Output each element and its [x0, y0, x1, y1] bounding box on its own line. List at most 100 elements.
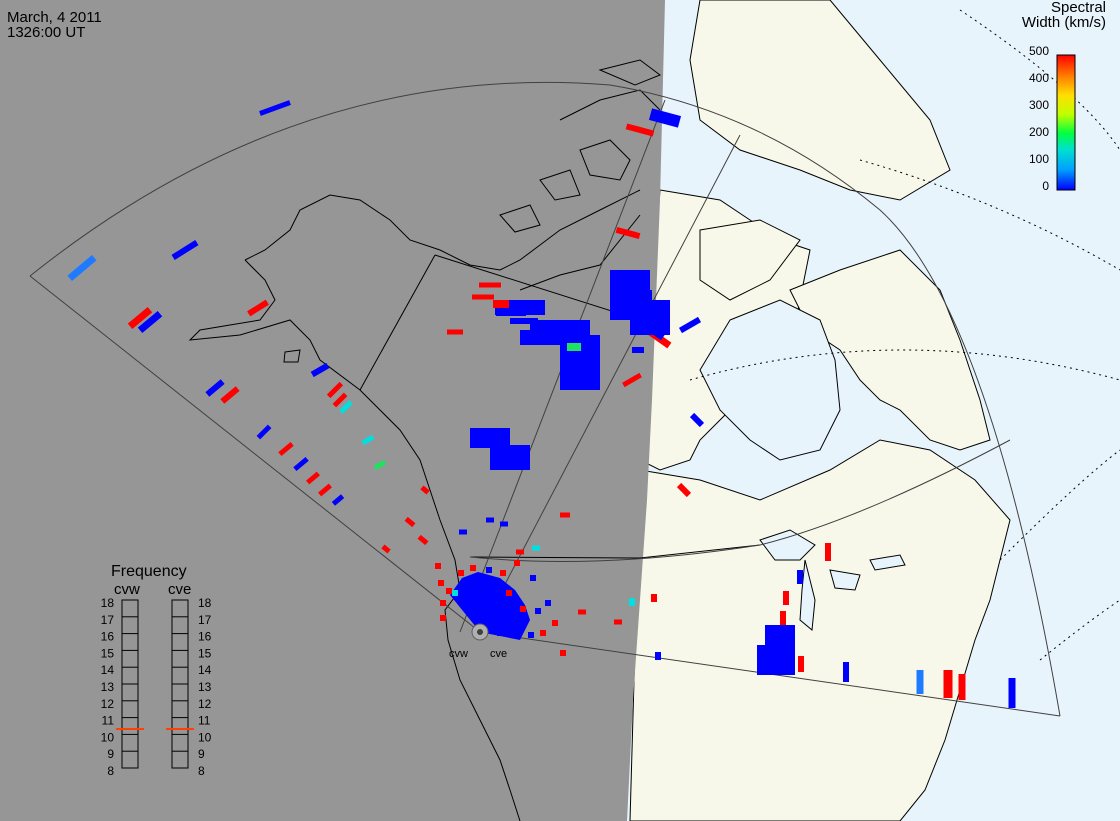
- echo-block: [493, 300, 509, 308]
- frequency-tick-right: 12: [198, 697, 212, 711]
- frequency-tick-left: 16: [101, 630, 115, 644]
- echo-gate: [478, 592, 484, 598]
- echo-segment: [459, 529, 467, 535]
- boundaries: [359, 254, 761, 559]
- day-land: [629, 0, 1011, 821]
- echo-segment: [381, 544, 391, 554]
- echo-segment: [326, 381, 344, 399]
- echo-segment: [825, 543, 831, 561]
- colorbar-gradient: [1056, 54, 1076, 191]
- radar-backscatter: [67, 100, 1016, 708]
- echo-gate: [520, 606, 526, 612]
- colorbar-title-line1: Spectral: [1050, 0, 1106, 16]
- echo-segment: [648, 108, 682, 128]
- echo-gate: [470, 565, 476, 571]
- site-label-cvw: cvw: [449, 648, 468, 660]
- echo-segment: [331, 494, 345, 506]
- hudson-bay: [699, 299, 841, 461]
- fov-outline: [29, 81, 1061, 717]
- echo-gate: [458, 570, 464, 576]
- echo-segment: [516, 549, 524, 555]
- site-label-cve: cve: [490, 648, 507, 660]
- colorbar-tick-label: 100: [1029, 152, 1049, 166]
- echo-gate: [540, 630, 546, 636]
- echo-segment: [310, 362, 330, 378]
- spectral-width-colorbar: 500 400 300 200 100 0: [1029, 44, 1076, 193]
- echo-segment: [625, 123, 655, 137]
- echo-segment: [306, 471, 320, 485]
- frequency-tick-right: 14: [198, 663, 212, 677]
- echo-gate: [506, 590, 512, 596]
- colorbar-title-line2: Width (km/s): [1021, 14, 1106, 31]
- frequency-tick-right: 8: [198, 764, 205, 778]
- frequency-tick-left: 12: [101, 697, 115, 711]
- echo-segment: [171, 240, 199, 260]
- frequency-tick-right: 15: [198, 646, 212, 660]
- echo-segment: [247, 299, 269, 317]
- echo-gate: [528, 632, 534, 638]
- echo-segment: [137, 310, 163, 334]
- echo-block: [520, 330, 535, 345]
- frequency-tick-right: 16: [198, 630, 212, 644]
- echo-segment: [798, 656, 804, 672]
- frequency-tick-right: 11: [198, 714, 211, 728]
- echo-segment: [278, 441, 294, 457]
- echo-segment: [615, 226, 641, 240]
- echo-gate: [435, 563, 441, 569]
- frequency-tick-left: 13: [101, 680, 115, 694]
- echo-segment: [629, 598, 635, 606]
- frequency-tick-right: 18: [198, 596, 212, 610]
- frequency-tick-left: 17: [101, 613, 115, 627]
- echo-segment: [256, 424, 272, 440]
- echo-segment: [676, 482, 692, 498]
- echo-segment: [958, 674, 966, 700]
- echo-block: [630, 290, 652, 300]
- echo-segment: [622, 372, 642, 388]
- echo-block: [765, 625, 795, 645]
- echo-gate: [446, 588, 452, 594]
- echo-block: [567, 343, 581, 351]
- frequency-tick-left: 11: [102, 714, 115, 728]
- echo-segment: [843, 662, 849, 682]
- colorbar-tick-label: 500: [1029, 44, 1049, 58]
- echo-segment: [479, 282, 501, 288]
- colorbar-tick-label: 300: [1029, 98, 1049, 112]
- echo-block: [560, 350, 600, 390]
- echo-segment: [67, 255, 97, 281]
- echo-block: [757, 645, 795, 675]
- time-label: 1326:00 UT: [7, 24, 86, 41]
- echo-segment: [783, 591, 789, 605]
- frequency-label-cve: cve: [168, 581, 191, 598]
- echo-gate: [545, 600, 551, 606]
- echo-segment: [361, 434, 375, 446]
- frequency-tick-left: 10: [101, 730, 115, 744]
- echo-segment: [420, 485, 430, 495]
- echo-segment: [578, 609, 586, 615]
- echo-segment: [293, 456, 309, 472]
- frequency-tick-right: 10: [198, 730, 212, 744]
- echo-segment: [560, 512, 570, 518]
- echo-segment: [689, 412, 705, 428]
- echo-segment: [678, 316, 702, 334]
- echo-segment: [614, 619, 622, 625]
- frequency-tick-left: 15: [101, 646, 115, 660]
- echo-gate: [552, 620, 558, 626]
- timestamp: March, 4 2011 1326:00 UT: [7, 10, 102, 40]
- echo-gate: [500, 570, 506, 576]
- echo-block: [510, 318, 538, 324]
- echo-segment: [447, 329, 463, 335]
- echo-gate: [440, 615, 446, 621]
- frequency-tick-right: 17: [198, 613, 212, 627]
- echo-segment: [797, 570, 803, 584]
- frequency-tick-left: 18: [101, 596, 115, 610]
- latitude-grid: [689, 9, 1120, 661]
- frequency-tick-right: 9: [198, 747, 205, 761]
- echo-gate: [440, 600, 446, 606]
- echo-segment: [486, 517, 494, 523]
- echo-block: [496, 310, 526, 316]
- great-lakes: [759, 529, 906, 631]
- echo-segment: [417, 534, 429, 546]
- echo-segment: [332, 392, 348, 408]
- date-label: March, 4 2011: [7, 9, 102, 26]
